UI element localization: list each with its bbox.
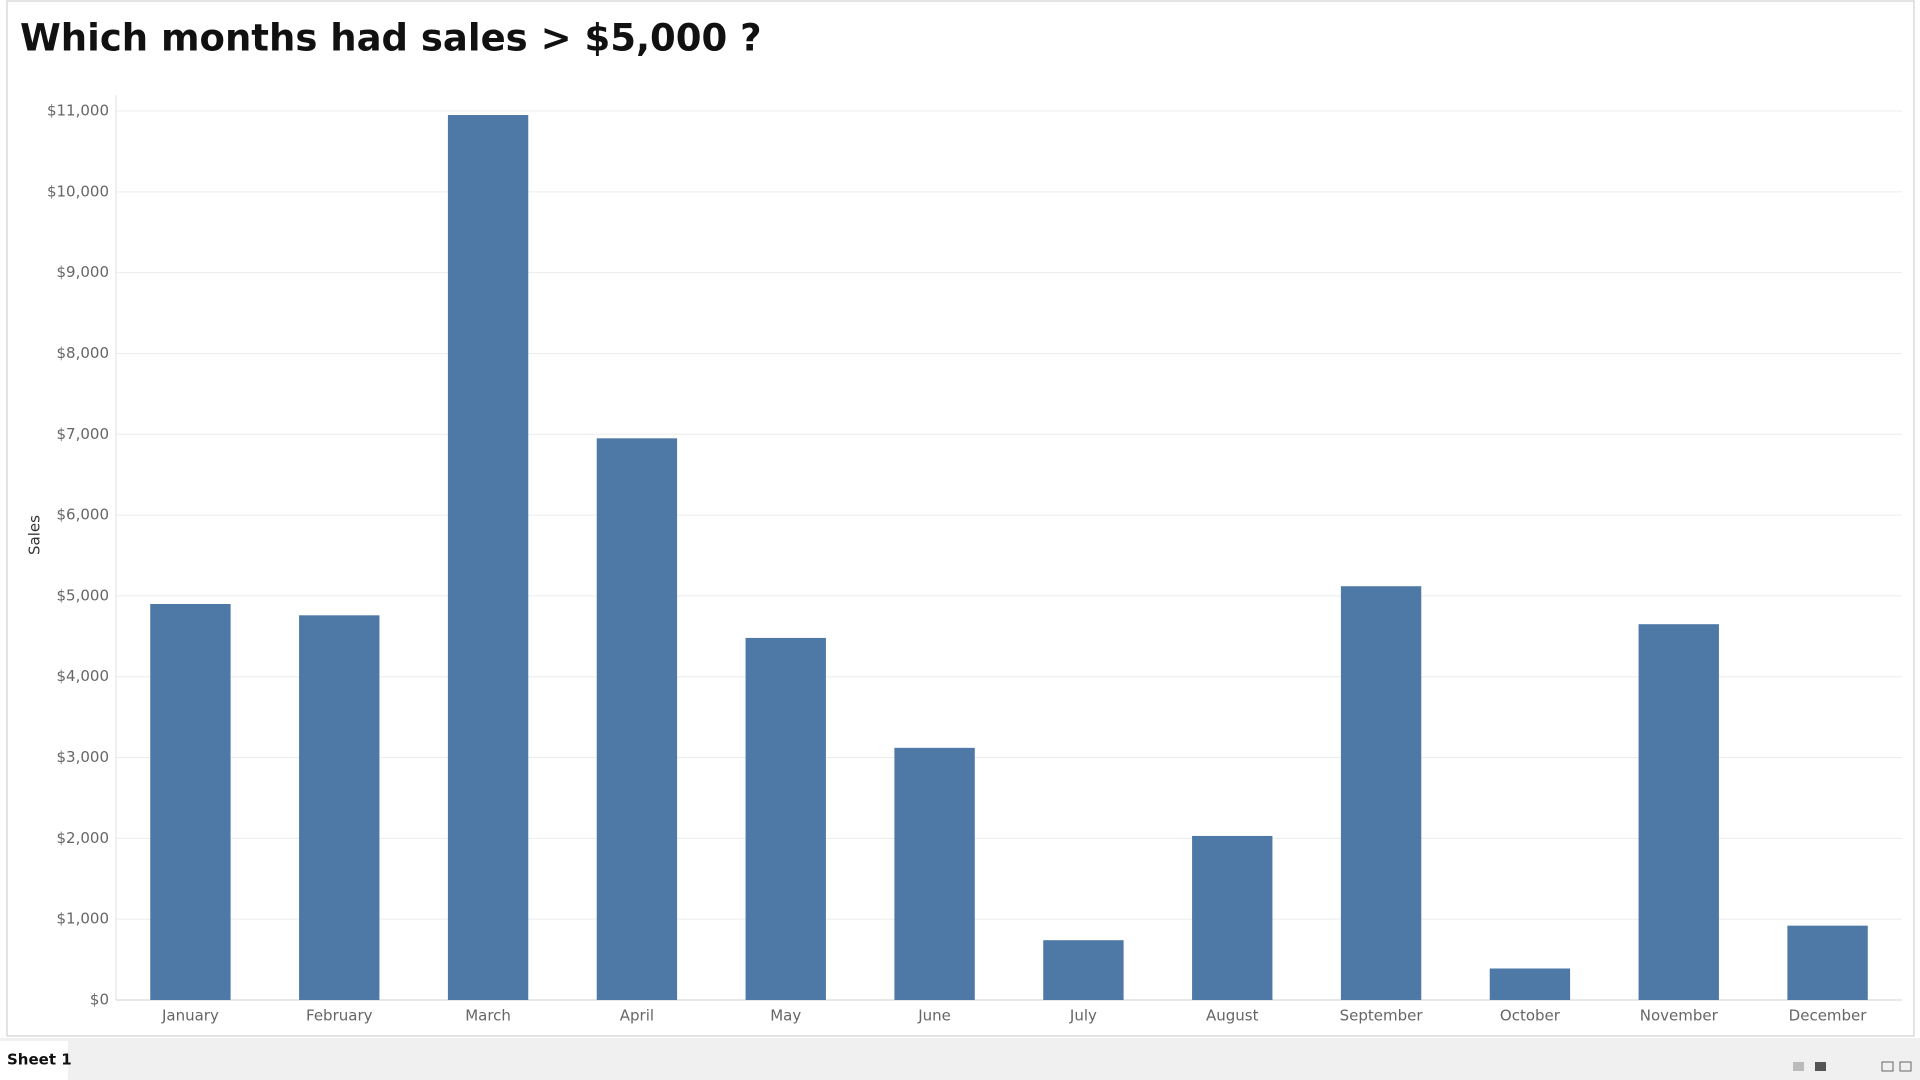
icon[interactable] [1881, 1061, 1894, 1072]
icon[interactable] [1899, 1061, 1912, 1072]
icon[interactable] [1815, 1062, 1826, 1071]
x-tick-label: January [161, 1007, 219, 1025]
bar [745, 637, 826, 1000]
y-tick-label: $9,000 [57, 263, 110, 281]
bar [299, 615, 380, 1000]
bar [1043, 940, 1124, 1000]
x-tick-label: October [1500, 1007, 1561, 1025]
y-tick-label: $8,000 [57, 344, 110, 362]
bar [1340, 586, 1422, 1000]
x-tick-label: June [917, 1007, 951, 1025]
y-tick-label: $3,000 [57, 748, 110, 766]
x-tick-label: February [306, 1007, 373, 1025]
y-tick-label: $4,000 [57, 667, 110, 685]
bar [1787, 925, 1868, 1000]
bar [894, 747, 975, 1000]
sheet-tab[interactable] [0, 1041, 68, 1080]
y-axis-label: Sales [26, 515, 44, 555]
y-tick-label: $5,000 [57, 586, 110, 604]
bar [150, 603, 231, 1000]
icon[interactable] [1793, 1062, 1804, 1071]
y-tick-label: $1,000 [57, 910, 110, 928]
x-tick-label: April [620, 1007, 654, 1025]
y-tick-label: $7,000 [57, 425, 110, 443]
bar [447, 115, 529, 1001]
x-tick-label: May [770, 1007, 801, 1025]
x-tick-label: September [1340, 1007, 1424, 1025]
y-tick-label: $11,000 [47, 102, 109, 120]
bar [1489, 968, 1571, 1000]
x-tick-label: July [1069, 1007, 1097, 1025]
x-tick-label: December [1789, 1007, 1868, 1025]
toolbar-icons [1793, 1061, 1912, 1072]
y-tick-label: $10,000 [47, 182, 109, 200]
sheet-tab-label[interactable]: Sheet 1 [7, 1051, 72, 1069]
x-tick-label: November [1640, 1007, 1719, 1025]
y-tick-label: $6,000 [57, 506, 110, 524]
bar [596, 438, 678, 1001]
chart-title: Which months had sales > $5,000 ? [20, 17, 762, 60]
y-tick-label: $0 [90, 991, 109, 1009]
tab-bar [0, 1038, 1920, 1080]
x-tick-label: March [465, 1007, 511, 1025]
y-tick-label: $2,000 [57, 829, 110, 847]
bar [1638, 624, 1719, 1000]
x-tick-label: August [1206, 1007, 1259, 1025]
bar [1192, 835, 1273, 1000]
